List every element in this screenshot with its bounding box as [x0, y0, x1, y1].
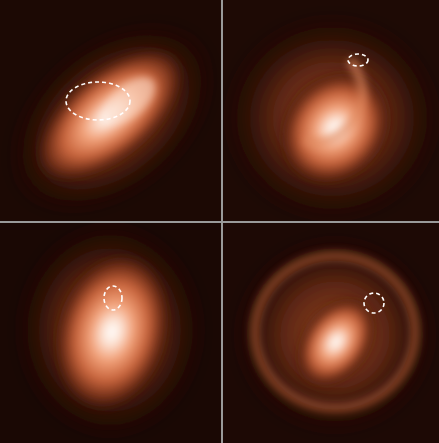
panel-top-right	[222, 0, 439, 223]
image-grid	[0, 0, 439, 443]
panel-bottom-left	[0, 220, 221, 443]
panel-bottom-right	[223, 223, 439, 443]
page: (() => { const data = JSON.parse(documen…	[0, 0, 439, 443]
panel-top-left	[0, 0, 252, 253]
